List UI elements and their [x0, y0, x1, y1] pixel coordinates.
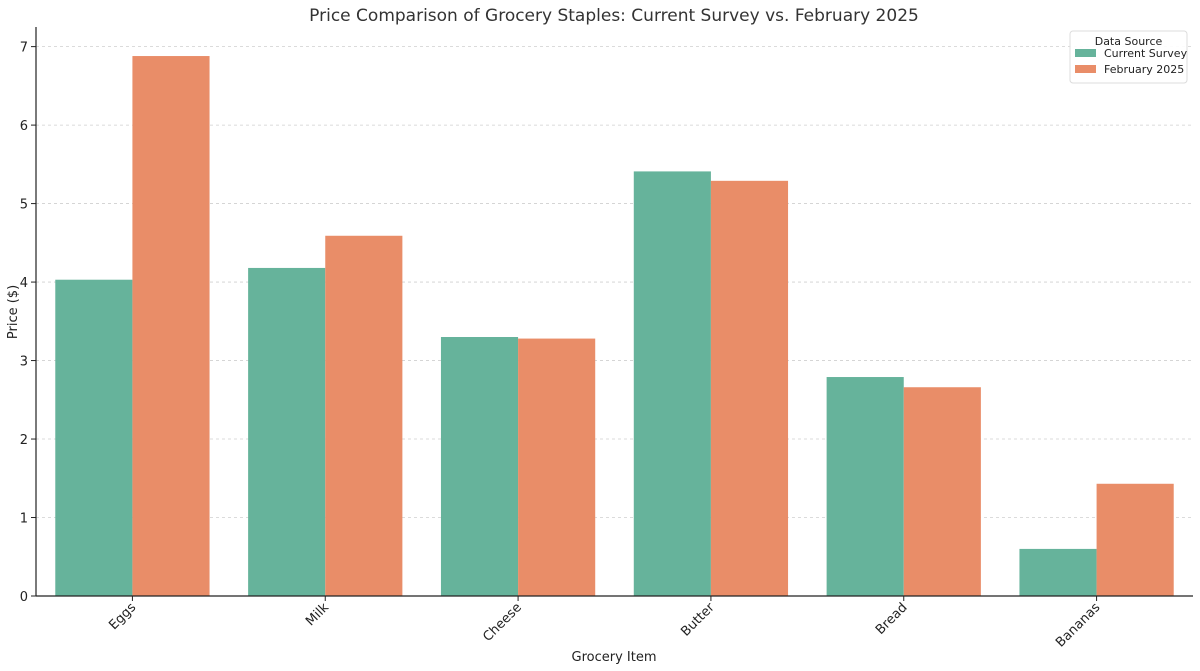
legend-swatch — [1075, 49, 1096, 57]
legend-title: Data Source — [1095, 35, 1163, 48]
y-tick-label: 6 — [20, 119, 28, 134]
x-tick-label: Milk — [303, 600, 332, 629]
legend-swatch — [1075, 65, 1096, 73]
bars — [55, 56, 1174, 597]
x-tick-label: Cheese — [480, 600, 525, 645]
y-tick-label: 1 — [20, 512, 28, 527]
chart-title: Price Comparison of Grocery Staples: Cur… — [309, 6, 919, 26]
bar-bananas-february-2025 — [1096, 483, 1174, 596]
legend: Data Source Current Survey February 2025 — [1069, 30, 1188, 84]
bar-bread-february-2025 — [903, 387, 981, 596]
bar-bananas-current-survey — [1019, 548, 1097, 596]
bar-milk-current-survey — [248, 267, 326, 596]
y-tick-label: 4 — [20, 276, 28, 291]
x-tick-label: Bread — [873, 600, 911, 638]
x-axis-label: Grocery Item — [572, 650, 657, 665]
bar-cheese-february-2025 — [518, 338, 596, 596]
bar-butter-february-2025 — [710, 180, 789, 596]
gridlines — [36, 46, 1193, 518]
bar-bread-current-survey — [826, 377, 904, 596]
x-tick-label: Bananas — [1053, 600, 1103, 650]
legend-box — [1069, 30, 1188, 84]
bar-butter-current-survey — [633, 171, 711, 597]
y-tick-label: 7 — [20, 41, 28, 56]
y-tick-label: 3 — [20, 355, 28, 370]
y-tick-label: 5 — [20, 198, 28, 213]
bar-eggs-current-survey — [55, 279, 133, 596]
legend-label: Current Survey — [1104, 47, 1188, 60]
x-tick-label: Eggs — [106, 600, 139, 633]
bar-cheese-current-survey — [440, 337, 519, 596]
y-tick-label: 0 — [20, 590, 28, 605]
bar-eggs-february-2025 — [132, 56, 210, 596]
legend-label: February 2025 — [1104, 63, 1184, 76]
bar-milk-february-2025 — [325, 235, 403, 596]
y-tick-label: 2 — [20, 433, 28, 448]
axes — [31, 27, 1193, 601]
y-axis-label: Price ($) — [6, 285, 21, 339]
x-tick-label: Butter — [678, 600, 718, 640]
